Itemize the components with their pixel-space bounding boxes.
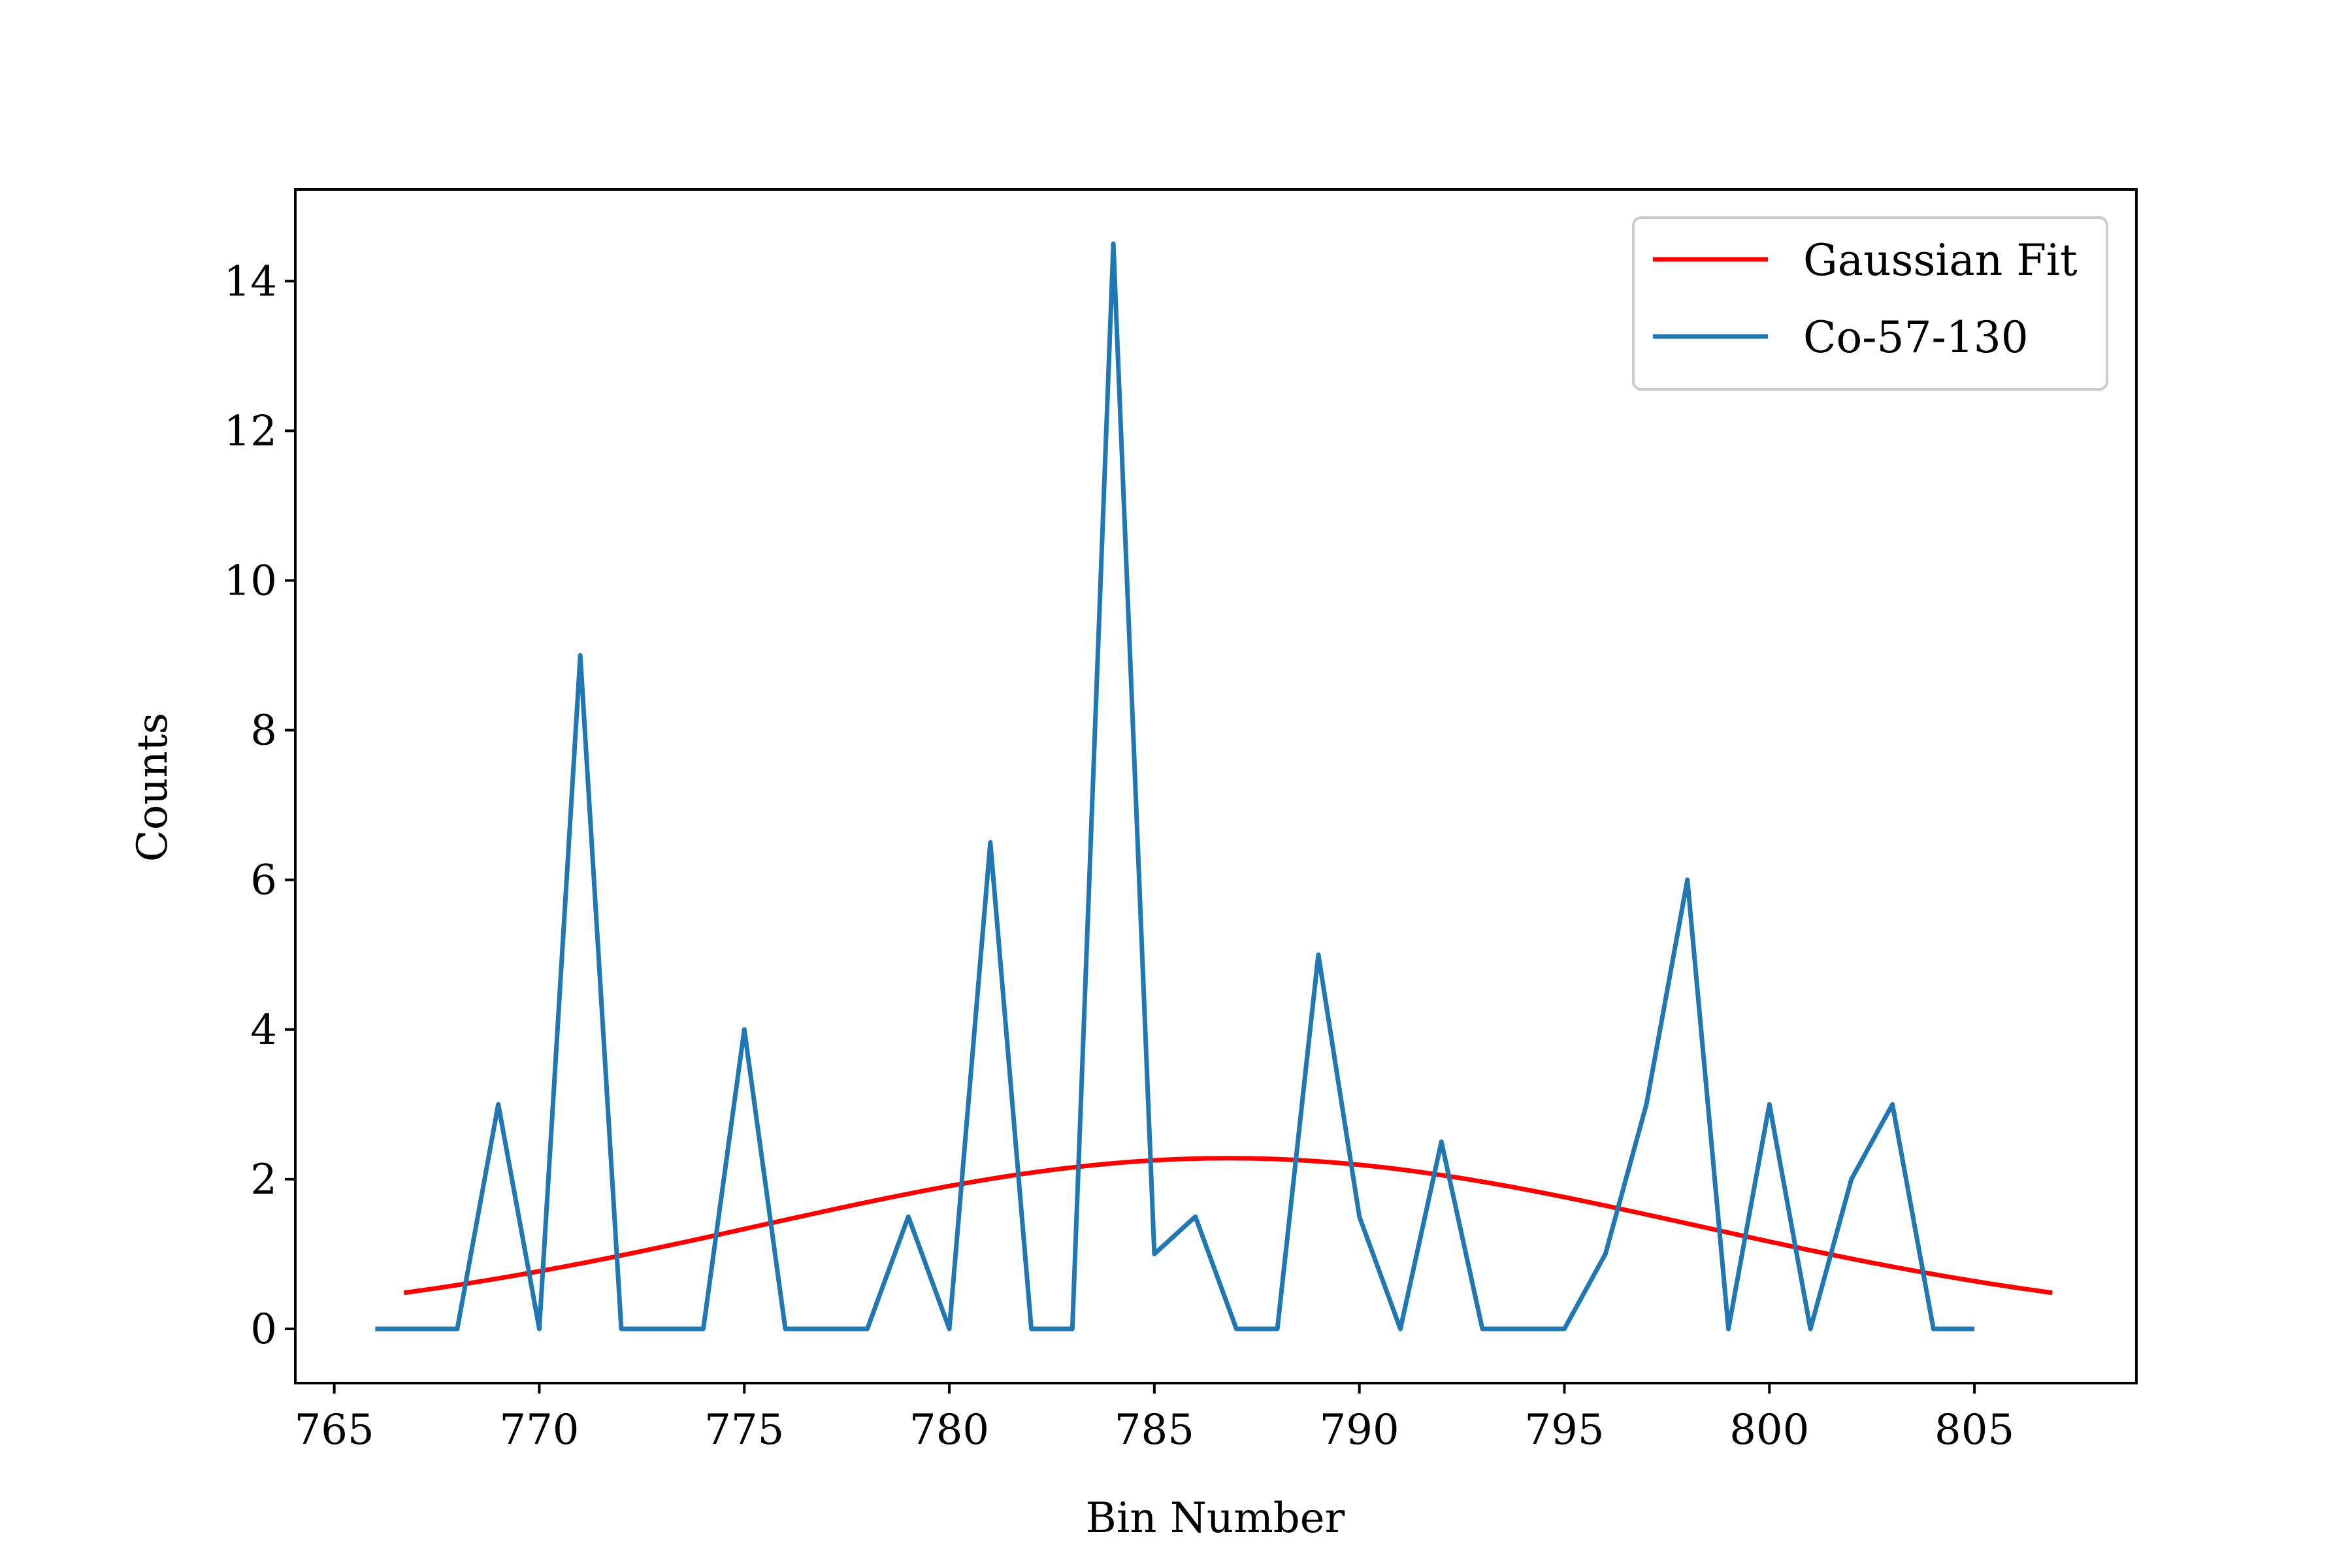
y-axis-label: Counts xyxy=(129,713,177,862)
y-tick-label: 2 xyxy=(250,1156,277,1204)
series-line-gaussian-fit xyxy=(403,1156,2053,1296)
plot-frame xyxy=(294,188,2138,1384)
x-tick-label: 780 xyxy=(909,1406,989,1454)
x-tick-label: 775 xyxy=(704,1406,784,1454)
series-line-co-57-130 xyxy=(375,241,1975,1331)
y-axis: 0 2 4 6 8 10 12 14 xyxy=(224,257,295,1354)
y-tick-label: 14 xyxy=(224,257,277,306)
x-tick-label: 770 xyxy=(499,1406,579,1454)
legend-label-co-57-130: Co-57-130 xyxy=(1803,312,2029,363)
legend: Gaussian Fit Co-57-130 xyxy=(1632,216,2108,391)
y-tick-label: 12 xyxy=(224,407,277,455)
x-tick-label: 795 xyxy=(1524,1406,1604,1454)
x-tick-label: 790 xyxy=(1320,1406,1399,1454)
plot-area xyxy=(375,241,2053,1331)
y-tick-label: 4 xyxy=(250,1006,277,1054)
x-tick-label: 785 xyxy=(1115,1406,1194,1454)
x-tick-label: 765 xyxy=(295,1406,374,1454)
y-tick-label: 6 xyxy=(250,857,277,905)
x-axis: 765 770 775 780 785 790 795 800 805 xyxy=(295,1383,2014,1454)
series-layer xyxy=(375,241,2053,1331)
x-axis-label: Bin Number xyxy=(1086,1494,1345,1543)
y-tick-label: 8 xyxy=(250,707,277,755)
x-tick-label: 805 xyxy=(1935,1406,2014,1454)
y-tick-label: 10 xyxy=(224,557,277,606)
legend-label-gaussian-fit: Gaussian Fit xyxy=(1803,235,2078,286)
x-tick-label: 800 xyxy=(1729,1406,1809,1454)
y-tick-label: 0 xyxy=(250,1305,277,1354)
